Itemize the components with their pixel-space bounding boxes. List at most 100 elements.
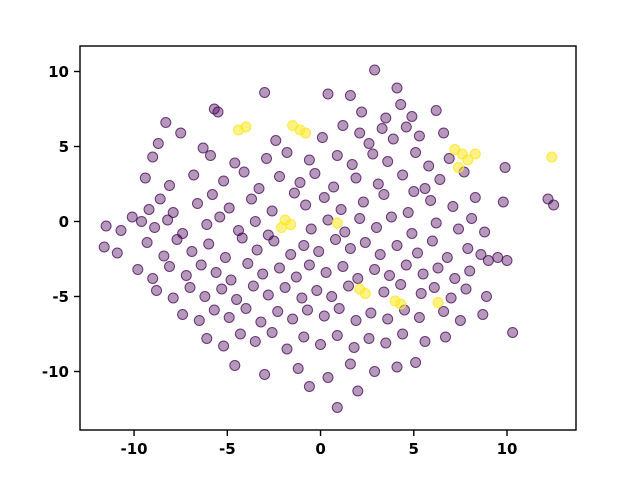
scatter-point-cluster-purple	[218, 175, 230, 187]
scatter-point-cluster-purple	[371, 222, 382, 233]
scatter-point-cluster-purple	[328, 181, 340, 193]
scatter-point-cluster-purple	[151, 285, 162, 296]
scatter-point-cluster-purple	[195, 259, 207, 271]
scatter-point-cluster-purple	[257, 268, 269, 280]
scatter-point-cluster-purple	[208, 304, 220, 316]
scatter-point-cluster-purple	[266, 205, 278, 217]
scatter-point-cluster-purple	[415, 288, 427, 299]
scatter-point-cluster-purple	[281, 343, 293, 355]
scatter-point-cluster-purple	[296, 292, 308, 304]
y-tick-label: 10	[48, 63, 69, 81]
scatter-point-cluster-purple	[447, 201, 459, 212]
scatter-point-cluster-purple	[369, 64, 381, 76]
scatter-point-cluster-purple	[354, 127, 366, 139]
scatter-point-cluster-purple	[380, 337, 392, 349]
scatter-point-cluster-purple	[440, 331, 451, 343]
scatter-point-cluster-purple	[147, 151, 159, 163]
scatter-point-cluster-yellow	[432, 297, 444, 308]
scatter-point-cluster-purple	[363, 138, 375, 149]
scatter-point-cluster-purple	[400, 121, 412, 133]
scatter-point-cluster-purple	[475, 249, 487, 260]
scatter-point-cluster-purple	[212, 106, 224, 118]
scatter-point-cluster-purple	[262, 289, 274, 301]
scatter-point-cluster-purple	[466, 213, 478, 224]
scatter-point-cluster-purple	[426, 235, 438, 247]
scatter-point-cluster-purple	[356, 106, 368, 118]
scatter-point-cluster-purple	[147, 273, 159, 284]
scatter-point-cluster-purple	[300, 199, 312, 211]
scatter-point-cluster-purple	[218, 340, 230, 352]
scatter-point-cluster-purple	[111, 247, 123, 259]
scatter-point-cluster-purple	[234, 328, 246, 340]
scatter-point-cluster-purple	[331, 150, 343, 161]
scatter-point-cluster-purple	[259, 369, 271, 380]
scatter-point-cluster-purple	[288, 187, 300, 199]
scatter-point-cluster-purple	[326, 291, 338, 302]
scatter-point-cluster-purple	[391, 240, 403, 251]
scatter-point-cluster-purple	[303, 259, 315, 271]
scatter-point-cluster-yellow	[462, 154, 474, 166]
scatter-point-cluster-purple	[330, 234, 341, 245]
scatter-point-cluster-purple	[303, 381, 315, 392]
scatter-point-cluster-purple	[395, 99, 407, 110]
x-tick-label: 10	[497, 440, 518, 458]
scatter-point-cluster-purple	[350, 172, 362, 184]
scatter-point-cluster-purple	[249, 216, 261, 227]
scatter-point-cluster-purple	[188, 169, 200, 181]
scatter-point-cluster-purple	[417, 268, 429, 280]
scatter-point-cluster-purple	[141, 237, 153, 248]
scatter-point-cluster-purple	[292, 363, 304, 374]
scatter-point-cluster-purple	[199, 291, 211, 302]
scatter-point-cluster-purple	[434, 174, 446, 185]
scatter-point-cluster-purple	[359, 237, 371, 248]
scatter-point-cluster-purple	[231, 294, 243, 305]
scatter-point-cluster-purple	[410, 357, 422, 368]
scatter-point-cluster-purple	[175, 127, 187, 139]
scatter-point-cluster-purple	[438, 127, 450, 139]
scatter-point-cluster-yellow	[546, 151, 558, 163]
scatter-point-cluster-purple	[167, 207, 179, 218]
scatter-point-cluster-purple	[255, 316, 267, 328]
scatter-point-cluster-purple	[406, 228, 418, 239]
scatter-point-cluster-purple	[343, 280, 354, 292]
scatter-point-cluster-purple	[346, 159, 358, 170]
scatter-point-cluster-yellow	[240, 121, 252, 133]
scatter-point-cluster-purple	[378, 189, 390, 200]
scatter-point-cluster-purple	[225, 274, 237, 286]
y-tick-label: -5	[52, 288, 69, 306]
scatter-point-cluster-purple	[240, 303, 252, 314]
scatter-point-cluster-purple	[171, 234, 183, 245]
scatter-point-cluster-purple	[395, 279, 407, 290]
scatter-point-cluster-purple	[162, 214, 174, 226]
scatter-point-cluster-purple	[143, 204, 155, 215]
scatter-point-cluster-purple	[100, 220, 112, 232]
scatter-point-cluster-purple	[397, 169, 409, 181]
scatter-point-cluster-purple	[186, 246, 198, 257]
scatter-point-cluster-purple	[412, 247, 423, 259]
scatter-point-cluster-purple	[305, 223, 317, 235]
plot-area	[80, 46, 576, 430]
scatter-point-cluster-purple	[384, 270, 395, 281]
scatter-point-cluster-purple	[298, 331, 310, 343]
scatter-point-cluster-purple	[385, 211, 397, 223]
scatter-point-cluster-purple	[318, 310, 330, 322]
scatter-point-cluster-purple	[259, 87, 271, 98]
scatter-point-cluster-purple	[380, 112, 392, 124]
scatter-point-cluster-yellow	[453, 162, 464, 173]
scatter-point-cluster-purple	[335, 204, 347, 215]
scatter-point-cluster-purple	[98, 241, 110, 253]
scatter-point-cluster-purple	[229, 360, 241, 371]
scatter-point-cluster-purple	[339, 226, 351, 238]
scatter-point-cluster-purple	[369, 366, 381, 377]
scatter-point-cluster-purple	[382, 313, 394, 325]
scatter-point-cluster-purple	[197, 142, 209, 154]
scatter-point-cluster-purple	[454, 315, 466, 326]
scatter-point-cluster-purple	[350, 315, 362, 326]
scatter-point-cluster-purple	[419, 336, 431, 347]
scatter-point-cluster-purple	[318, 192, 330, 203]
scatter-point-cluster-purple	[410, 147, 422, 158]
scatter-point-cluster-purple	[290, 271, 302, 283]
scatter-point-cluster-purple	[115, 225, 127, 236]
scatter-point-cluster-purple	[363, 333, 375, 344]
y-tick-label: 0	[59, 213, 69, 231]
